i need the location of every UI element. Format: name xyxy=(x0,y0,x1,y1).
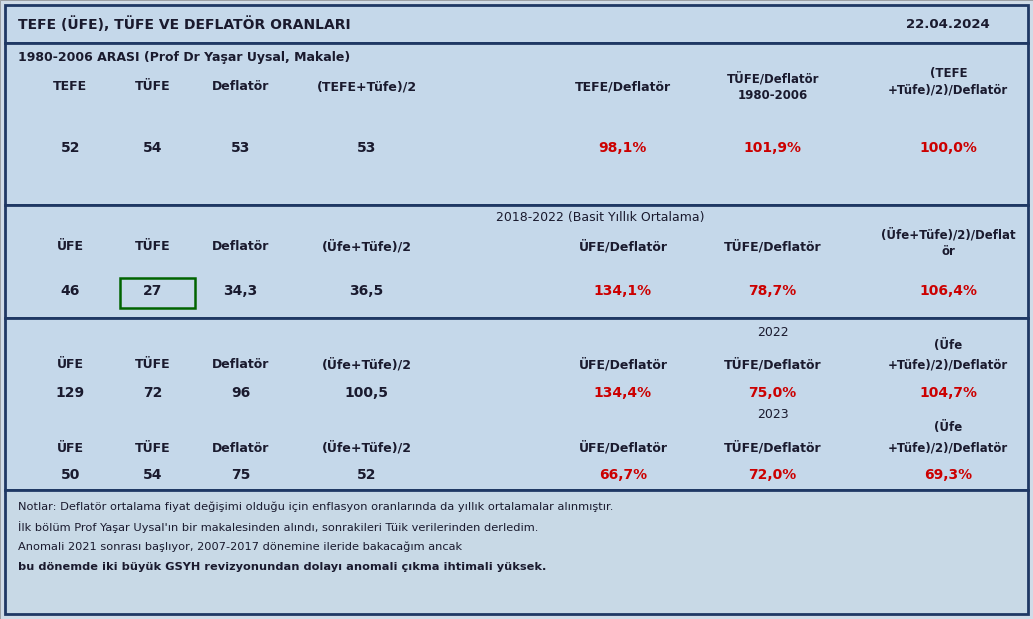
Text: 134,4%: 134,4% xyxy=(594,386,652,400)
Text: (TEFE
+Tüfe)/2)/Deflatör: (TEFE +Tüfe)/2)/Deflatör xyxy=(888,67,1008,97)
Text: Anomali 2021 sonrası başlıyor, 2007-2017 dönemine ileride bakacağım ancak: Anomali 2021 sonrası başlıyor, 2007-2017… xyxy=(18,542,462,552)
Text: (Üfe+Tüfe)/2: (Üfe+Tüfe)/2 xyxy=(321,240,412,254)
Text: TÜFE: TÜFE xyxy=(135,80,170,93)
Text: 27: 27 xyxy=(144,284,162,298)
Text: 75,0%: 75,0% xyxy=(749,386,796,400)
Text: Deflatör: Deflatör xyxy=(212,358,270,371)
Text: bu dönemde iki büyük GSYH revizyonundan dolayı anomali çıkma ihtimali yüksek.: bu dönemde iki büyük GSYH revizyonundan … xyxy=(18,562,546,572)
Text: 53: 53 xyxy=(357,141,376,155)
Text: 101,9%: 101,9% xyxy=(744,141,802,155)
Text: Notlar: Deflatör ortalama fiyat değişimi olduğu için enflasyon oranlarında da yı: Notlar: Deflatör ortalama fiyat değişimi… xyxy=(18,502,614,513)
Text: 134,1%: 134,1% xyxy=(594,284,652,298)
Bar xyxy=(5,205,1028,318)
Text: 2023: 2023 xyxy=(757,409,788,422)
Text: 98,1%: 98,1% xyxy=(599,141,647,155)
Text: 36,5: 36,5 xyxy=(349,284,384,298)
Text: 50: 50 xyxy=(61,468,80,482)
Text: İlk bölüm Prof Yaşar Uysal'ın bir makalesinden alındı, sonrakileri Tüik verileri: İlk bölüm Prof Yaşar Uysal'ın bir makale… xyxy=(18,521,538,533)
Text: ÜFE: ÜFE xyxy=(57,441,84,454)
Text: TEFE: TEFE xyxy=(53,80,88,93)
Text: Deflatör: Deflatör xyxy=(212,80,270,93)
Text: 96: 96 xyxy=(231,386,250,400)
Bar xyxy=(120,278,195,308)
Text: ÜFE/Deflatör: ÜFE/Deflatör xyxy=(578,358,667,372)
Text: ÜFE/Deflatör: ÜFE/Deflatör xyxy=(578,240,667,254)
Text: (Üfe: (Üfe xyxy=(934,339,963,352)
Text: TÜFE: TÜFE xyxy=(135,358,170,371)
Text: Deflatör: Deflatör xyxy=(212,441,270,454)
Text: TÜFE: TÜFE xyxy=(135,441,170,454)
Text: 78,7%: 78,7% xyxy=(749,284,796,298)
Text: TÜFE/Deflatör: TÜFE/Deflatör xyxy=(724,441,821,455)
Text: 53: 53 xyxy=(231,141,250,155)
Bar xyxy=(5,43,1028,205)
Text: 46: 46 xyxy=(61,284,80,298)
Text: (TEFE+Tüfe)/2: (TEFE+Tüfe)/2 xyxy=(317,80,416,93)
Text: 54: 54 xyxy=(144,468,162,482)
Text: TÜFE/Deflatör: TÜFE/Deflatör xyxy=(724,358,821,372)
Bar xyxy=(5,490,1028,614)
Text: (Üfe+Tüfe)/2: (Üfe+Tüfe)/2 xyxy=(321,358,412,372)
Text: 129: 129 xyxy=(56,386,85,400)
Text: +Tüfe)/2)/Deflatör: +Tüfe)/2)/Deflatör xyxy=(888,358,1008,371)
Text: 2022: 2022 xyxy=(757,326,788,339)
Bar xyxy=(5,5,1028,43)
Text: 100,0%: 100,0% xyxy=(919,141,977,155)
Text: ÜFE: ÜFE xyxy=(57,241,84,254)
Text: TÜFE/Deflatör: TÜFE/Deflatör xyxy=(724,240,821,254)
Bar xyxy=(5,318,1028,490)
Text: TEFE/Deflatör: TEFE/Deflatör xyxy=(574,80,671,93)
Text: (Üfe+Tüfe)/2: (Üfe+Tüfe)/2 xyxy=(321,441,412,455)
Text: TEFE (ÜFE), TÜFE VE DEFLATÖR ORANLARI: TEFE (ÜFE), TÜFE VE DEFLATÖR ORANLARI xyxy=(18,16,350,32)
Text: 100,5: 100,5 xyxy=(345,386,388,400)
Text: 22.04.2024: 22.04.2024 xyxy=(906,17,990,30)
Text: 54: 54 xyxy=(144,141,162,155)
Text: 2018-2022 (Basit Yıllık Ortalama): 2018-2022 (Basit Yıllık Ortalama) xyxy=(496,212,705,225)
Text: 72,0%: 72,0% xyxy=(749,468,796,482)
Text: 52: 52 xyxy=(61,141,80,155)
Text: 75: 75 xyxy=(231,468,250,482)
Text: (Üfe: (Üfe xyxy=(934,420,963,433)
Text: 104,7%: 104,7% xyxy=(919,386,977,400)
Text: 52: 52 xyxy=(357,468,376,482)
Text: +Tüfe)/2)/Deflatör: +Tüfe)/2)/Deflatör xyxy=(888,441,1008,454)
Text: ÜFE/Deflatör: ÜFE/Deflatör xyxy=(578,441,667,455)
Text: ÜFE: ÜFE xyxy=(57,358,84,371)
Text: 69,3%: 69,3% xyxy=(925,468,972,482)
Text: 34,3: 34,3 xyxy=(223,284,258,298)
Text: TÜFE: TÜFE xyxy=(135,241,170,254)
Text: 72: 72 xyxy=(144,386,162,400)
Text: 106,4%: 106,4% xyxy=(919,284,977,298)
Text: Deflatör: Deflatör xyxy=(212,241,270,254)
Text: TÜFE/Deflatör
1980-2006: TÜFE/Deflatör 1980-2006 xyxy=(726,72,819,102)
Text: 66,7%: 66,7% xyxy=(599,468,647,482)
Text: (Üfe+Tüfe)/2)/Deflat
ör: (Üfe+Tüfe)/2)/Deflat ör xyxy=(881,228,1015,258)
Text: 1980-2006 ARASI (Prof Dr Yaşar Uysal, Makale): 1980-2006 ARASI (Prof Dr Yaşar Uysal, Ma… xyxy=(18,51,350,64)
